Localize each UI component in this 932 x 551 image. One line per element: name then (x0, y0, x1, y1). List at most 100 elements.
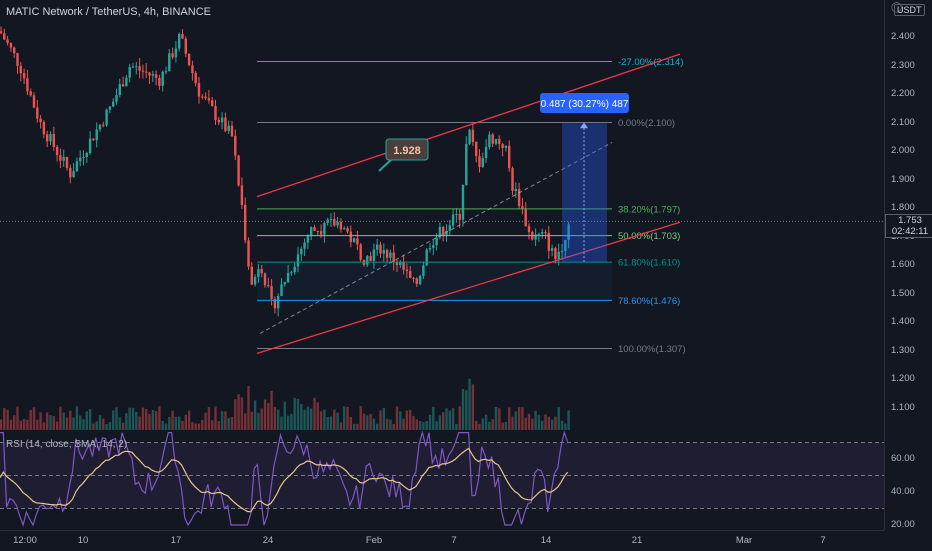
candle-body (541, 232, 544, 234)
candle-body (214, 105, 217, 120)
candle-body (465, 144, 468, 185)
volume-bar (541, 420, 544, 430)
candle-body (382, 249, 385, 254)
candle-body (29, 91, 32, 96)
volume-bar (316, 402, 319, 430)
volume-bar (455, 423, 458, 430)
candle-body (161, 71, 164, 86)
candle-body (567, 224, 570, 241)
volume-bar (95, 421, 98, 430)
volume-bar (521, 407, 524, 430)
candle-body (296, 254, 300, 267)
candle-body (442, 226, 445, 236)
candle-body (42, 122, 46, 135)
volume-bar (445, 408, 448, 430)
volume-bar (151, 409, 154, 430)
volume-bar (9, 419, 13, 430)
candle-body (168, 53, 171, 72)
volume-bar (29, 410, 32, 430)
rsi-tick-label: 60.00 (891, 453, 915, 464)
candle-body (75, 161, 79, 172)
price-tick-label: 1.100 (891, 401, 915, 413)
candle-body (405, 269, 409, 272)
candle-body (19, 65, 22, 74)
candle-body (346, 228, 349, 232)
volume-bar (531, 418, 534, 430)
candle-body (220, 117, 224, 123)
candle-body (204, 96, 207, 99)
volume-bar (161, 420, 164, 430)
price-tick-label: 1.600 (891, 259, 915, 270)
candle-body (356, 238, 359, 245)
candle-body (329, 219, 333, 221)
time-tick-label: 17 (170, 535, 182, 546)
time-axis[interactable]: 12:00 10 17 24 Feb 7 14 21 Mar 7 (0, 530, 884, 551)
volume-bar (16, 406, 19, 430)
candle-body (554, 248, 557, 260)
candle-body (171, 53, 174, 58)
volume-bar (567, 410, 570, 430)
fib-level-label: 100.00%(1.307) (618, 344, 686, 355)
candle-body (240, 185, 244, 206)
volume-bar (13, 415, 16, 430)
candle-body (564, 240, 567, 251)
volume-bar (280, 416, 283, 430)
candle-body (494, 138, 498, 144)
candle-body (336, 221, 339, 226)
volume-bar (511, 416, 514, 430)
volume-bar (59, 406, 62, 430)
candle-body (478, 156, 481, 167)
candle-body (270, 286, 273, 300)
volume-bar (145, 409, 148, 430)
volume-bar (339, 422, 343, 430)
price-chart[interactable]: -27.00%(2.314) 0.00%(2.100) 38.20%(1.797) 5… (0, 0, 884, 530)
volume-bar (230, 416, 234, 430)
price-axis[interactable]: ◯ USDT 2.400 2.300 2.200 2.100 2.000 1.900 1.8… (884, 0, 932, 530)
time-tick-label: 21 (631, 535, 643, 546)
candle-body (550, 248, 554, 251)
volume-bar (283, 401, 286, 430)
candle-body (154, 74, 158, 78)
price-tick-label: 1.900 (891, 173, 915, 185)
volume-bar (234, 399, 237, 430)
volume-bar (69, 410, 72, 430)
currency-label[interactable]: USDT (894, 4, 925, 16)
volume-bar (300, 404, 303, 430)
volume-bar (174, 416, 178, 430)
candle-body (92, 138, 95, 141)
time-tick-label: 24 (262, 535, 274, 546)
candle-body (105, 109, 108, 126)
candle-body (230, 125, 234, 136)
candle-body (49, 133, 52, 142)
volume-bar (333, 409, 336, 430)
candle-body (237, 155, 240, 186)
candle-body (267, 285, 270, 287)
channel-lower-line (256, 221, 681, 354)
volume-bar (501, 422, 504, 430)
volume-bar (52, 416, 55, 430)
volume-bar (224, 411, 227, 430)
volume-bar (418, 420, 422, 430)
candle-body (79, 157, 82, 162)
volume-bar (369, 413, 372, 430)
alert-bell-icon[interactable]: ◯ (891, 2, 903, 13)
volume-bar (85, 411, 88, 430)
current-price-value: 1.753 (898, 215, 922, 226)
volume-bar (346, 406, 349, 430)
channel-upper-line (256, 53, 681, 198)
rsi-line (0, 430, 569, 528)
candle-body (263, 273, 267, 286)
volume-bar (253, 400, 257, 430)
candle-body (313, 227, 316, 231)
candle-body (402, 261, 405, 270)
volume-bar (0, 419, 3, 430)
time-tick-label: 7 (820, 535, 826, 546)
candle-body (306, 236, 310, 243)
candle-body (0, 31, 3, 34)
candle-body (425, 249, 428, 266)
volume-bar (39, 412, 42, 430)
candle-body (369, 255, 372, 261)
fib-level-label: 78.60%(1.476) (618, 296, 680, 307)
chart-pane[interactable]: -27.00%(2.314) 0.00%(2.100) 38.20%(1.797) 5… (0, 0, 884, 550)
candle-body (145, 71, 148, 73)
